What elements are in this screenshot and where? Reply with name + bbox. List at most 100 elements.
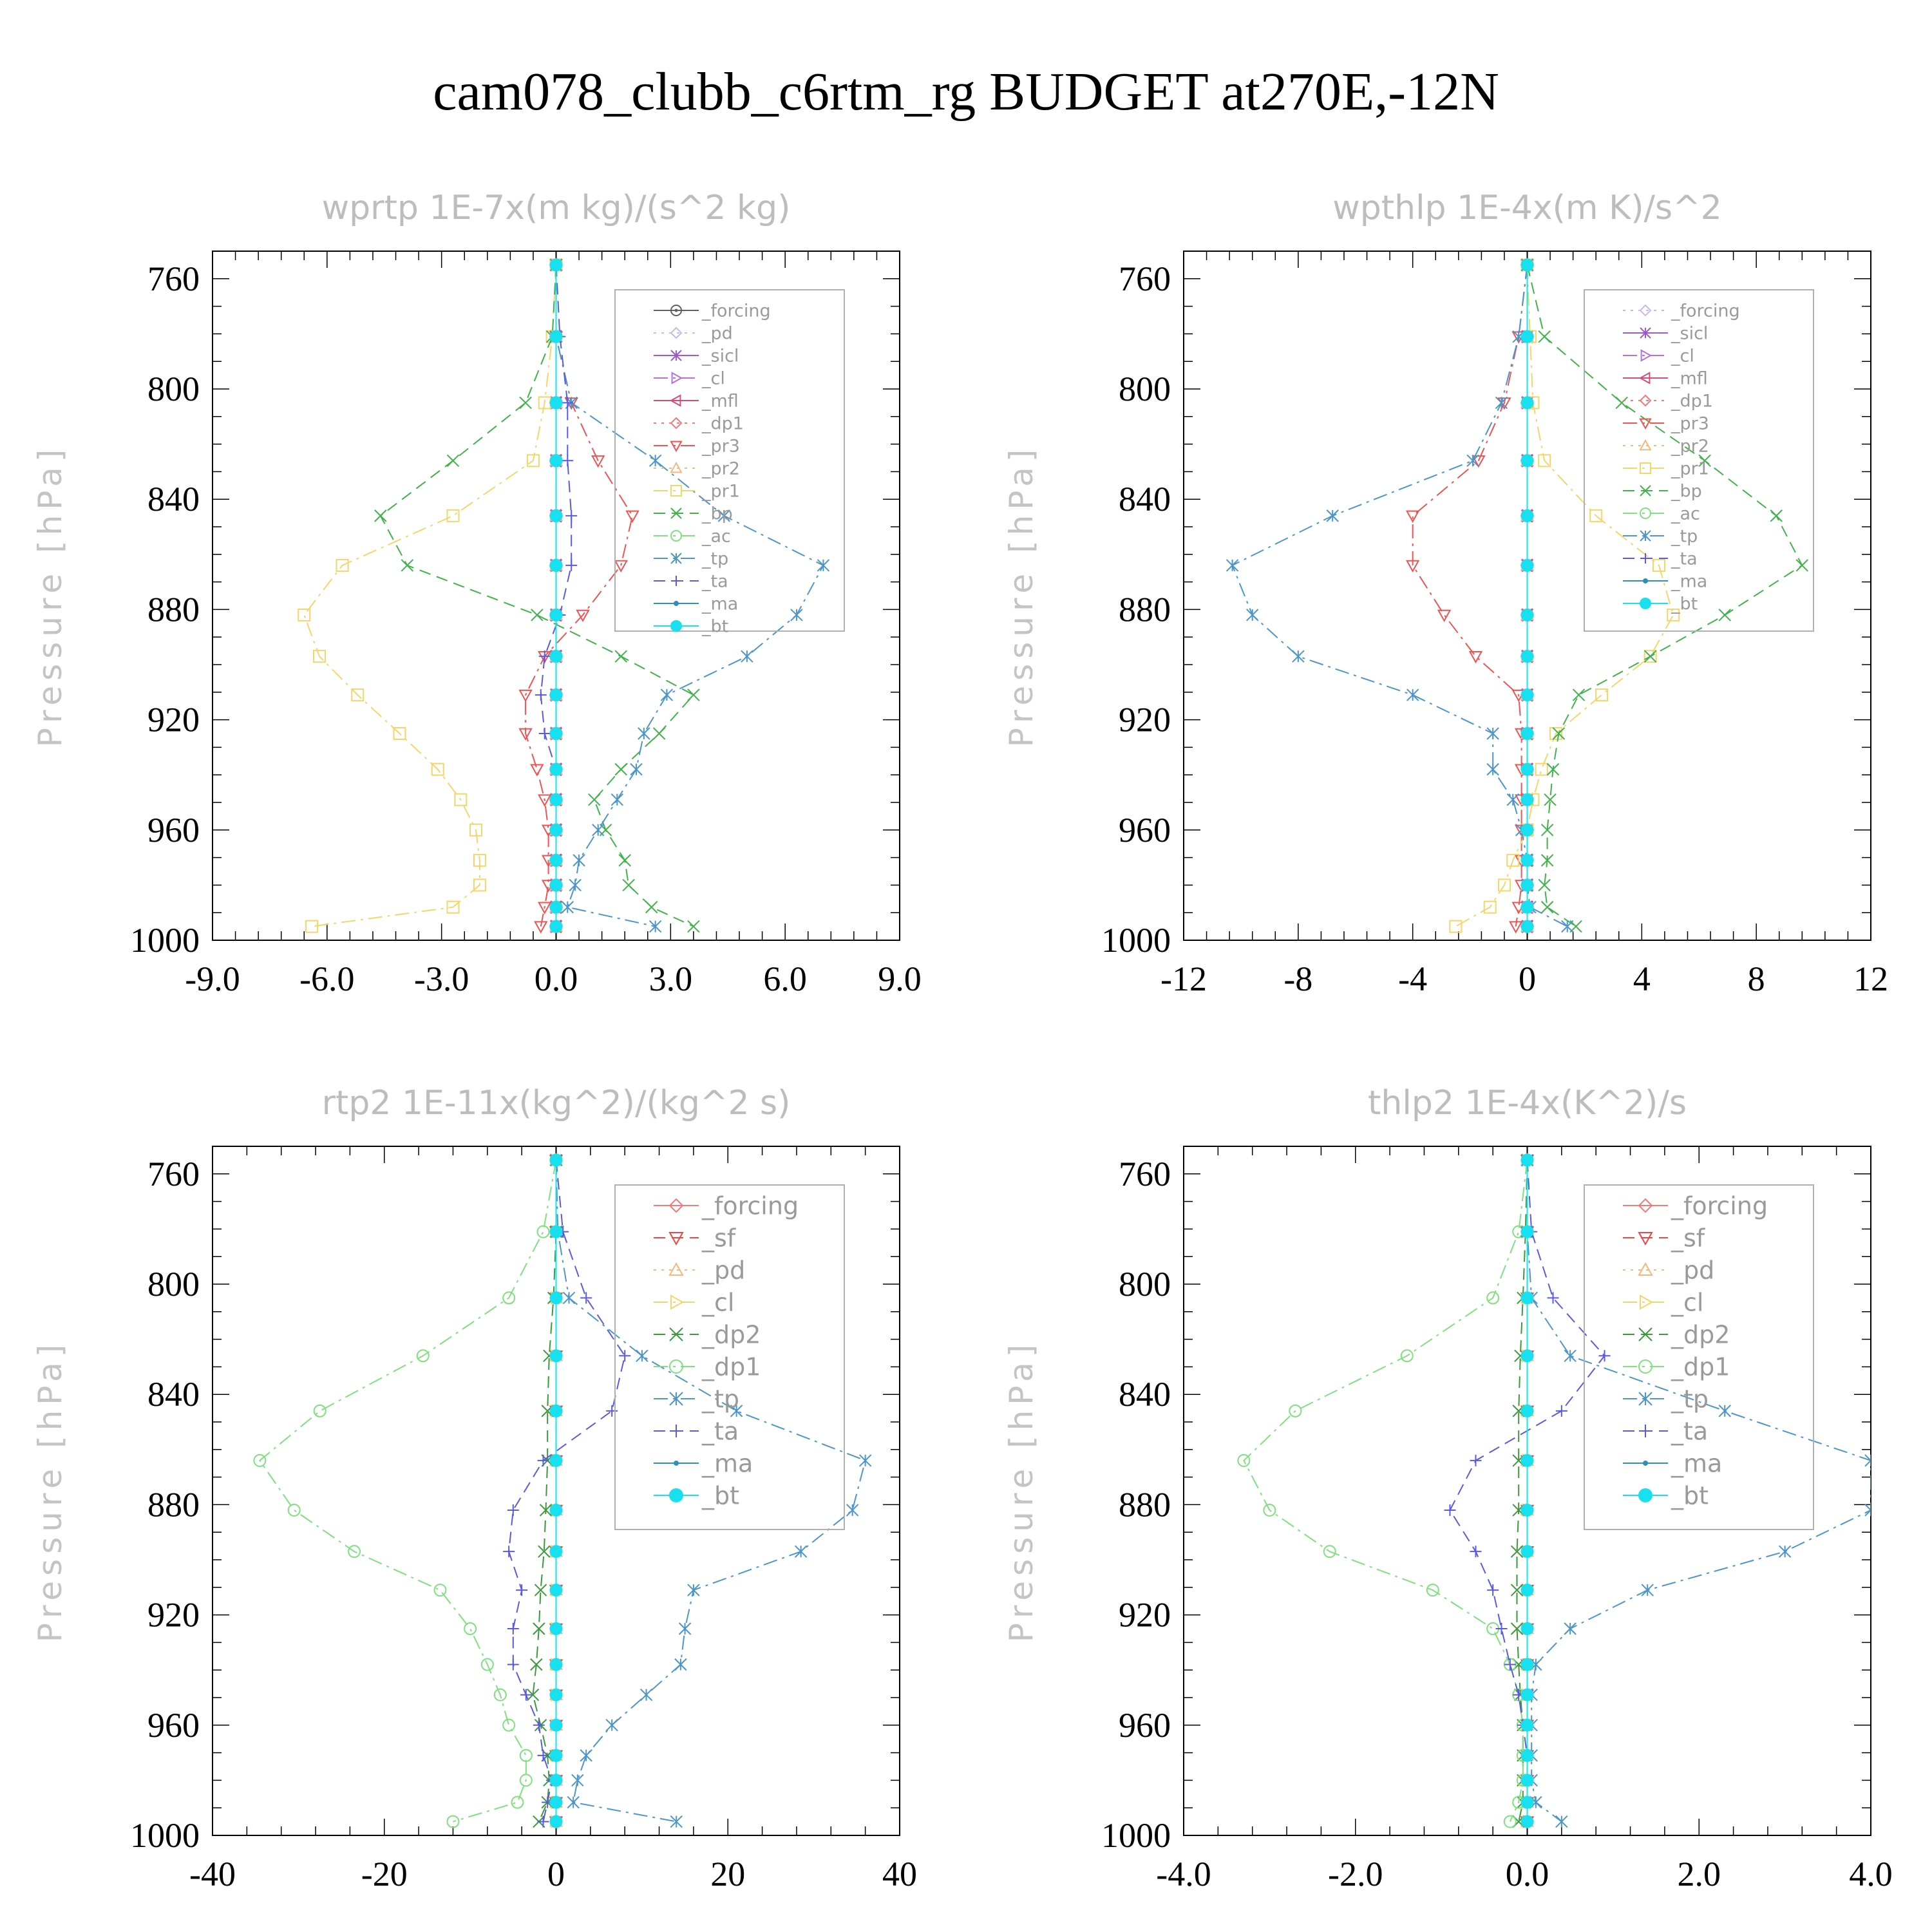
y-tick-label: 800 (1119, 1265, 1171, 1303)
legend: _forcing _sf _pd _cl _dp2 _dp1 _tp _ta _ma _bt (614, 1184, 845, 1530)
data-point_bt (549, 454, 563, 468)
legend-marker_ma (674, 1461, 679, 1466)
data-point_bp (1540, 900, 1554, 914)
legend-label_ta: _ta (1671, 549, 1698, 569)
data-point_pr1 (1653, 558, 1666, 572)
data-point_pr3 (1437, 609, 1452, 623)
data-point_bt (549, 330, 563, 343)
legend-label_sf: _sf (1671, 1224, 1706, 1252)
legend: _forcing _sf _pd _cl _dp2 _dp1 _tp _ta _ma _bt (1584, 1184, 1814, 1530)
legend-marker_cl (1640, 349, 1653, 362)
legend-marker_dp1 (1639, 394, 1652, 407)
data-point_tp (1778, 1545, 1792, 1558)
data-point_bp (401, 559, 414, 572)
data-point_bp (687, 688, 700, 701)
legend-label_forcing: _forcing (701, 301, 771, 321)
x-tick-label: -4 (1398, 960, 1427, 998)
data-point_ta (538, 650, 551, 663)
data-point_bt (1520, 396, 1534, 410)
x-tick-label: 2.0 (1678, 1855, 1721, 1893)
data-point_ta (565, 509, 578, 522)
legend: _forcing_pd _sicl_cl _mfl_dp1 _pr3 _pr2 _pr1 _… (614, 289, 845, 636)
data-point_bt (1520, 1291, 1534, 1305)
data-point_tp (1864, 1454, 1871, 1467)
data-point_dp2 (538, 1545, 551, 1558)
x-tick-label: 12 (1853, 960, 1888, 998)
data-point_bt (549, 1454, 563, 1467)
data-point_pr1 (446, 509, 460, 522)
legend-label_forcing: _forcing (1671, 301, 1740, 321)
data-point_bp (687, 920, 700, 933)
legend-label_cl: _cl (701, 1288, 734, 1316)
data-point_bp (446, 454, 460, 467)
x-tick-label: 3.0 (649, 960, 693, 998)
panel-title: rtp2 1E-11x(kg^2)/(kg^2 s) (322, 1084, 791, 1122)
data-point_bt (1520, 762, 1534, 776)
data-point_tp (1641, 1584, 1654, 1596)
data-point_dp2 (1510, 1622, 1524, 1635)
legend-label_forcing: _forcing (701, 1191, 799, 1220)
data-point_bt (549, 727, 563, 740)
legend-label_ta: _ta (1671, 1417, 1708, 1445)
data-point_pr1 (1483, 900, 1497, 914)
legend-marker_dp1 (669, 1359, 683, 1374)
data-point_pr1 (454, 793, 468, 806)
legend-marker_ta (670, 1425, 683, 1437)
data-point_dp1 (287, 1503, 301, 1517)
data-point_dp1 (511, 1795, 524, 1809)
data-point_bp (519, 396, 532, 410)
data-point_pr1 (1506, 853, 1520, 867)
legend-label_tp: _tp (701, 1385, 739, 1413)
x-tick-label: 0 (1519, 960, 1536, 998)
legend-label_dp2: _dp2 (701, 1320, 761, 1349)
legend-marker_forcing (668, 1198, 684, 1213)
data-point_tp (638, 727, 650, 740)
data-point_bp (614, 650, 627, 663)
data-point_tp (730, 1405, 743, 1417)
data-point_bp (1572, 688, 1586, 701)
data-point_tp (1245, 609, 1259, 621)
data-point_bt (549, 258, 563, 272)
series-line_pr3 (525, 265, 634, 927)
legend-label_dp1: _dp1 (701, 413, 744, 433)
data-point_dp1 (1323, 1545, 1336, 1558)
data-point_bt (549, 1153, 563, 1167)
x-tick-label: 9.0 (878, 960, 922, 998)
data-point_bt (1520, 650, 1534, 663)
data-point_bt (549, 608, 563, 621)
data-point_bp (622, 878, 635, 892)
data-point_dp1 (313, 1404, 327, 1417)
x-tick-label: 4 (1633, 960, 1651, 998)
data-point_pr1 (312, 650, 326, 663)
legend-label_ac: _ac (1671, 504, 1700, 524)
data-point_bt (1520, 900, 1534, 914)
legend-label_ta: _ta (701, 1417, 739, 1445)
series-group (1226, 258, 1809, 934)
data-point_tp (1564, 1349, 1577, 1362)
legend-marker_ma (1643, 1461, 1648, 1466)
x-tick-label: 6.0 (763, 960, 807, 998)
legend-marker_pd (670, 327, 683, 339)
data-point_dp1 (253, 1454, 267, 1467)
y-tick-label: 840 (147, 1375, 200, 1414)
chart-panel-4: thlp2 1E-4x(K^2)/s Pressure [hPa] 760 800 84… (1003, 1084, 1893, 1893)
data-point_bt (549, 509, 563, 522)
y-tick-label: 760 (1119, 1155, 1171, 1193)
legend-marker_dp2 (669, 1327, 683, 1341)
data-point_bt (1520, 509, 1534, 522)
x-tick-label: 8 (1748, 960, 1765, 998)
data-point_pr3 (1405, 510, 1420, 523)
y-tick-label: 800 (147, 370, 200, 408)
data-point_bt (1520, 1225, 1534, 1238)
data-point_bp (1698, 454, 1711, 467)
data-point_bp (1538, 330, 1551, 343)
data-point_tp (1506, 793, 1519, 806)
legend-label_pr1: _pr1 (1671, 459, 1709, 478)
y-tick-label: 1000 (130, 1816, 200, 1855)
data-point_tp (794, 1545, 808, 1558)
legend: _forcing_sicl _cl_mfl _dp1_pr3 _pr2 _pr1 _bp _… (1584, 289, 1814, 632)
x-tick-label: -9.0 (185, 960, 240, 998)
data-point_tp (611, 793, 624, 806)
legend-label_pd: _pd (1671, 1256, 1714, 1284)
data-point_ta (516, 1584, 528, 1596)
